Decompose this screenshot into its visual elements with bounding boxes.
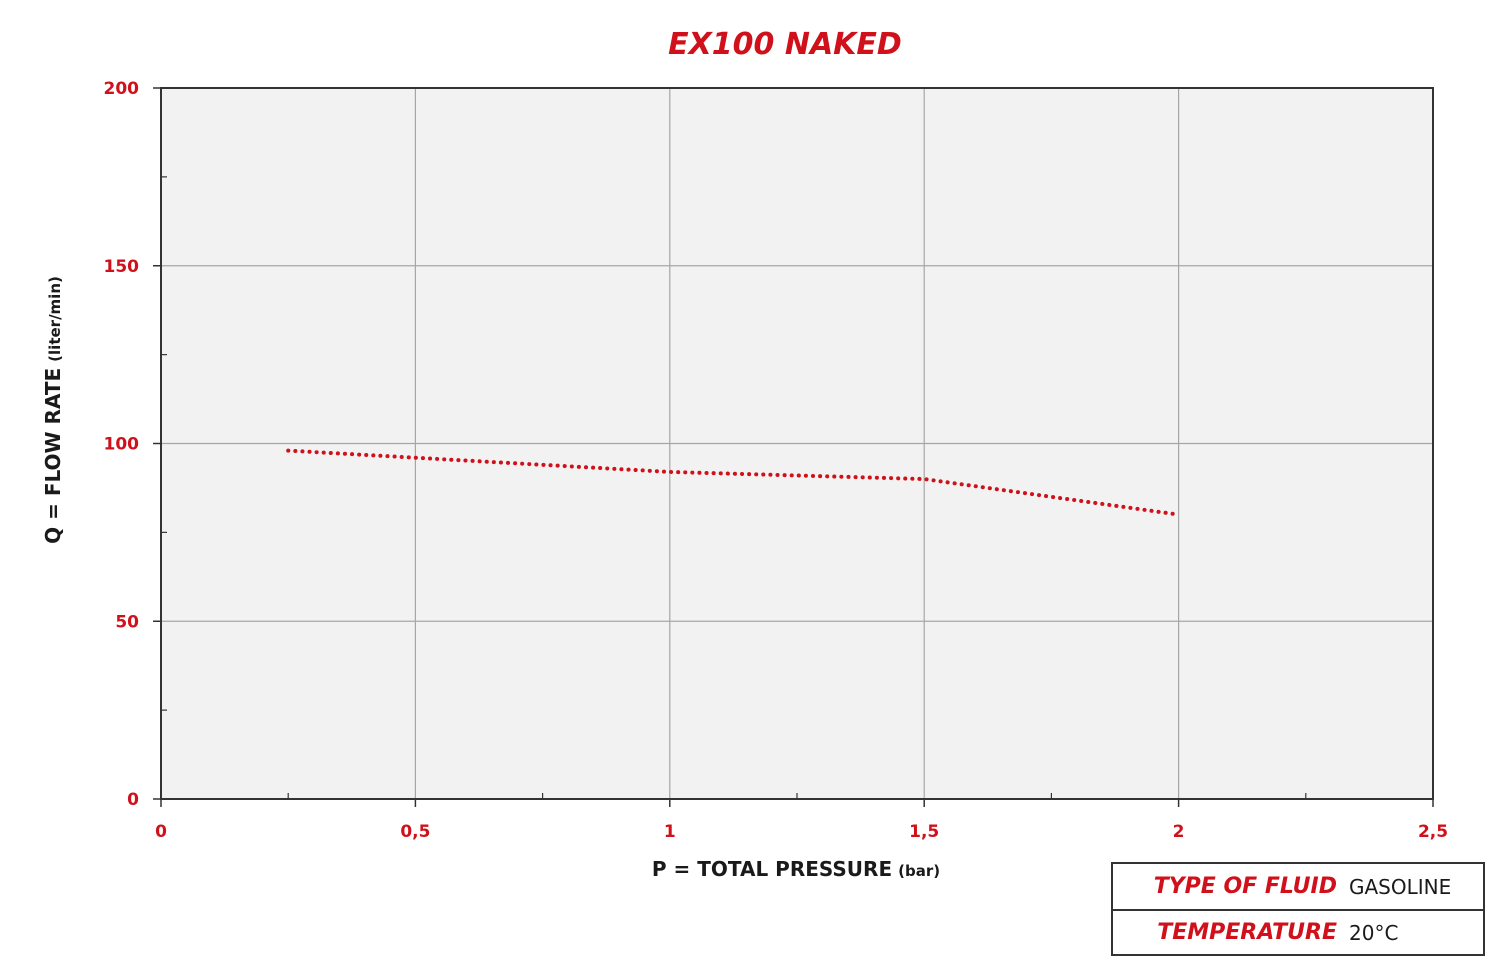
y-axis-label: Q = FLOW RATE (liter/min) [41,276,65,544]
series-layer [286,448,1181,517]
temperature-value: 20°C [1349,920,1399,945]
y-tick-label: 200 [104,79,140,99]
series-line [286,448,1181,517]
x-tick-label: 2 [1173,822,1185,842]
y-tick-label: 50 [115,612,139,632]
y-axis-unit: (liter/min) [46,276,64,362]
chart-title: EX100 NAKED [668,27,902,62]
y-tick-label: 0 [127,790,139,810]
x-tick-label: 0 [155,822,167,842]
plot-frame [160,87,1434,800]
fluid-info-box: TYPE OF FLUID GASOLINE TEMPERATURE 20°C [1111,862,1485,956]
x-tick-label: 1 [664,822,676,842]
x-axis-label: P = TOTAL PRESSURE (bar) [652,857,940,881]
x-tick-labels: 0 0,5 1 1,5 2 2,5 [155,822,1448,842]
y-tick-labels: 0 50 100 150 200 [104,79,140,810]
temperature-row: TEMPERATURE 20°C [1113,909,1483,954]
y-axis-label-text: Q = FLOW RATE [41,368,65,544]
y-tick-label: 150 [104,257,140,277]
x-axis-unit: (bar) [898,862,940,880]
y-tick-label: 100 [104,435,140,455]
x-tick-label: 0,5 [400,822,430,842]
fluid-label: TYPE OF FLUID [1153,874,1337,899]
x-tick-label: 2,5 [1418,822,1448,842]
temperature-label: TEMPERATURE [1157,920,1337,945]
grid-lines [153,87,1434,807]
x-axis-label-text: P = TOTAL PRESSURE [652,857,892,881]
fluid-value: GASOLINE [1349,874,1452,899]
x-tick-label: 1,5 [909,822,939,842]
fluid-row: TYPE OF FLUID GASOLINE [1113,864,1483,909]
